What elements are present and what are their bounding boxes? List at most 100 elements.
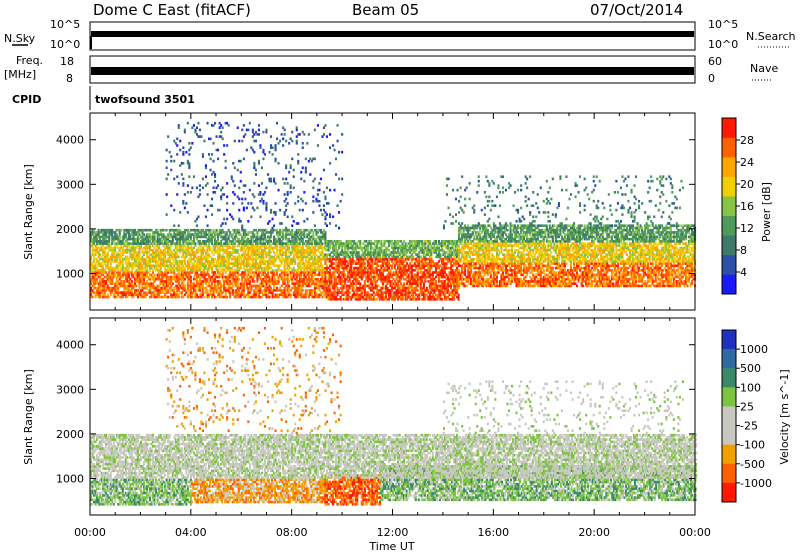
data-cell <box>280 262 283 265</box>
data-cell <box>102 251 105 254</box>
data-cell <box>136 244 139 248</box>
data-cell <box>203 275 206 279</box>
data-cell <box>99 262 102 265</box>
data-cell <box>235 293 238 297</box>
data-cell <box>136 295 139 299</box>
data-cell <box>124 273 127 277</box>
data-cell <box>185 248 188 252</box>
data-cell <box>156 275 159 279</box>
data-cell <box>282 271 285 274</box>
data-cell <box>280 253 283 256</box>
data-cell <box>109 257 112 261</box>
data-cell <box>94 280 97 283</box>
data-cell <box>217 286 220 290</box>
data-cell <box>238 295 241 299</box>
data-cell <box>156 266 159 270</box>
data-cell <box>277 275 280 279</box>
data-cell <box>274 257 277 261</box>
data-cell <box>164 264 167 268</box>
data-cell <box>226 282 229 285</box>
data-cell <box>214 251 217 254</box>
data-cell <box>315 286 318 290</box>
data-cell <box>189 275 192 279</box>
data-cell <box>322 289 325 292</box>
data-cell <box>127 269 130 272</box>
data-cell <box>99 264 102 268</box>
data-cell <box>130 280 133 283</box>
data-cell <box>156 277 159 281</box>
data-cell <box>279 269 282 272</box>
data-cell <box>280 273 283 277</box>
data-cell <box>94 282 97 285</box>
data-cell <box>211 282 214 285</box>
data-cell <box>271 255 274 259</box>
data-cell <box>164 275 167 279</box>
data-cell <box>114 295 117 299</box>
data-cell <box>144 282 147 285</box>
data-cell <box>100 255 103 259</box>
data-cell <box>206 271 209 274</box>
data-cell <box>245 269 248 272</box>
data-cell <box>242 264 245 268</box>
data-cell <box>159 260 162 263</box>
data-cell <box>130 286 133 290</box>
data-cell <box>298 271 301 274</box>
data-cell <box>440 298 443 301</box>
data-cell <box>120 244 123 248</box>
data-cell <box>321 284 324 288</box>
data-cell <box>153 280 156 283</box>
data-cell <box>153 286 156 290</box>
data-cell <box>194 271 197 274</box>
data-cell <box>189 282 192 285</box>
data-cell <box>179 244 182 248</box>
data-cell <box>108 248 111 252</box>
data-cell <box>206 277 209 281</box>
data-cell <box>268 246 271 250</box>
data-cell <box>146 293 149 297</box>
data-cell <box>171 295 174 299</box>
data-cell <box>241 244 244 248</box>
data-cell <box>170 251 173 254</box>
data-cell <box>189 257 192 261</box>
data-cell <box>241 248 244 252</box>
data-cell <box>189 244 192 248</box>
data-cell <box>208 262 211 265</box>
data-cell <box>291 275 294 279</box>
data-cell <box>271 273 274 277</box>
data-cell <box>103 271 106 274</box>
data-cell <box>127 264 130 268</box>
data-cell <box>291 257 294 261</box>
data-cell <box>164 248 167 252</box>
data-cell <box>170 264 173 268</box>
data-cell <box>422 282 425 285</box>
data-cell <box>298 280 301 283</box>
data-cell <box>274 269 277 272</box>
data-cell <box>244 269 247 272</box>
data-cell <box>265 282 268 285</box>
data-cell <box>233 271 236 274</box>
data-cell <box>159 255 162 259</box>
data-cell <box>182 277 185 281</box>
data-cell <box>182 260 185 263</box>
data-cell <box>171 271 174 274</box>
data-cell <box>189 289 192 292</box>
data-cell <box>294 282 297 285</box>
data-cell <box>135 273 138 277</box>
data-cell <box>155 293 158 297</box>
data-cell <box>268 277 271 281</box>
data-cell <box>103 251 106 254</box>
data-cell <box>289 253 292 256</box>
data-cell <box>136 275 139 279</box>
data-cell <box>198 289 201 292</box>
data-cell <box>262 244 265 248</box>
freq-tick-top: 18 <box>60 55 74 68</box>
data-cell <box>182 246 185 250</box>
data-cell <box>99 284 102 288</box>
data-cell <box>268 242 271 245</box>
data-cell <box>286 295 289 299</box>
data-cell <box>186 264 189 268</box>
data-cell <box>111 271 114 274</box>
data-cell <box>319 280 322 283</box>
data-cell <box>114 251 117 254</box>
data-cell <box>312 275 315 279</box>
